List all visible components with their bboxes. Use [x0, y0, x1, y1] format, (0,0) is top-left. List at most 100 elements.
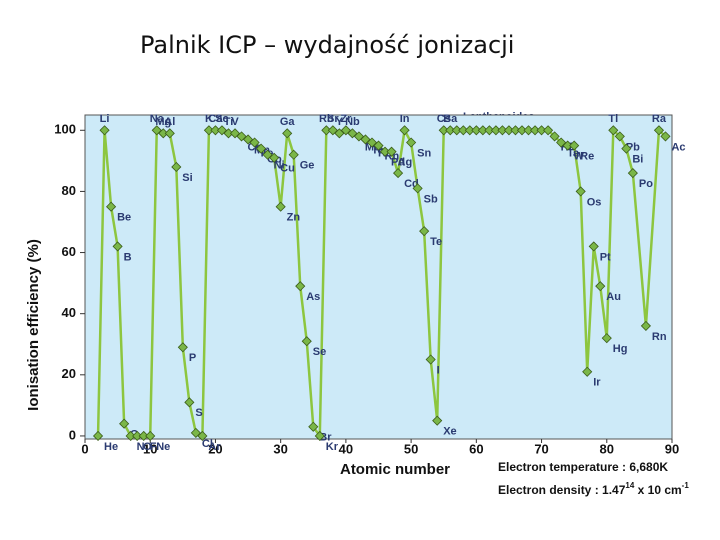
y-tick-label: 0 — [69, 427, 76, 442]
data-point — [360, 134, 371, 145]
data-point — [275, 201, 286, 212]
plot-area — [84, 114, 673, 440]
data-point — [249, 137, 260, 148]
element-label: Ag — [398, 157, 413, 169]
element-label: Li — [100, 113, 110, 125]
data-point — [288, 149, 299, 160]
y-tick-label: 20 — [62, 366, 76, 381]
element-label: Sn — [417, 147, 431, 159]
element-label: Ga — [280, 116, 296, 128]
element-label: Ta — [567, 147, 580, 159]
density-note: Electron density : 1.4714 x 10 cm-1 — [498, 481, 689, 497]
data-point — [295, 281, 306, 292]
element-label: Mg — [155, 116, 171, 128]
element-label: N — [137, 441, 145, 453]
data-point — [608, 125, 619, 136]
data-point — [575, 186, 586, 197]
element-label: Ar — [208, 441, 221, 453]
x-tick-label: 50 — [404, 441, 418, 456]
data-point — [236, 131, 247, 142]
data-point — [373, 140, 384, 151]
data-point — [366, 137, 378, 148]
element-label: Ac — [671, 141, 685, 153]
data-point — [419, 226, 430, 237]
data-point — [314, 430, 325, 442]
data-point — [425, 354, 436, 365]
element-label: Re — [580, 150, 594, 162]
element-label: Ne — [156, 441, 170, 453]
data-point — [601, 333, 612, 344]
data-point — [99, 125, 110, 136]
y-tick-label: 80 — [62, 183, 76, 198]
element-label: W — [574, 150, 585, 162]
data-point — [334, 128, 345, 139]
element-label: Hg — [613, 343, 628, 355]
element-label: Po — [639, 178, 653, 190]
data-point — [412, 183, 423, 194]
element-label: Ra — [652, 113, 667, 125]
element-label: Cl — [202, 438, 213, 450]
element-label: Zn — [287, 212, 301, 224]
element-label: Se — [313, 346, 326, 358]
data-point — [112, 241, 123, 252]
data-point — [190, 427, 201, 438]
element-label: O — [143, 441, 152, 453]
data-point — [282, 128, 293, 139]
data-point — [171, 161, 182, 173]
x-tick-label: 90 — [665, 441, 679, 456]
data-point — [588, 241, 599, 252]
element-label: Sr — [327, 113, 339, 125]
x-tick-label: 0 — [81, 441, 88, 456]
data-point — [347, 128, 358, 139]
element-label: Xe — [443, 426, 456, 438]
x-tick-label: 60 — [469, 441, 483, 456]
data-point — [621, 143, 632, 154]
data-point — [399, 125, 410, 136]
data-point — [569, 140, 580, 151]
x-tick-label: 70 — [534, 441, 548, 456]
data-point — [164, 128, 175, 139]
element-label: Rb — [319, 113, 334, 125]
element-label: Sc — [215, 113, 228, 125]
data-point — [543, 125, 554, 136]
chart-title: Palnik ICP – wydajność jonizacji — [140, 31, 514, 59]
data-point — [197, 430, 208, 442]
data-point — [269, 152, 280, 163]
data-point — [640, 320, 651, 331]
element-label: S — [195, 407, 202, 419]
x-tick-label: 20 — [208, 441, 222, 456]
element-label: F — [150, 441, 157, 453]
element-label: Na — [150, 113, 165, 125]
data-point — [242, 134, 254, 145]
x-tick-label: 80 — [600, 441, 614, 456]
y-tick-label: 40 — [62, 305, 76, 320]
data-point — [595, 281, 606, 292]
data-point — [216, 125, 228, 136]
element-label: Nb — [345, 116, 360, 128]
x-tick-label: 30 — [273, 441, 287, 456]
element-label: K — [205, 113, 213, 125]
element-label: P — [189, 352, 196, 364]
element-label: Be — [117, 212, 131, 224]
element-label: Ca — [208, 113, 223, 125]
data-point — [229, 128, 241, 139]
y-tick-label: 100 — [54, 122, 76, 137]
data-point — [614, 131, 625, 142]
y-axis-label: Ionisation efficiency (%) — [25, 239, 42, 411]
data-point — [301, 336, 312, 347]
element-label: Cs — [437, 113, 451, 125]
data-point — [262, 149, 273, 160]
element-label: In — [400, 113, 410, 125]
element-label: Te — [430, 236, 442, 248]
element-label: Ba — [443, 113, 458, 125]
x-tick-label: 10 — [143, 441, 157, 456]
element-label: Ti — [224, 116, 234, 128]
element-label: Os — [587, 196, 602, 208]
x-tick-label: 40 — [339, 441, 353, 456]
data-point — [549, 131, 560, 142]
data-point — [340, 125, 351, 136]
data-point — [660, 131, 671, 142]
data-point — [151, 125, 162, 136]
element-label: V — [231, 116, 239, 128]
